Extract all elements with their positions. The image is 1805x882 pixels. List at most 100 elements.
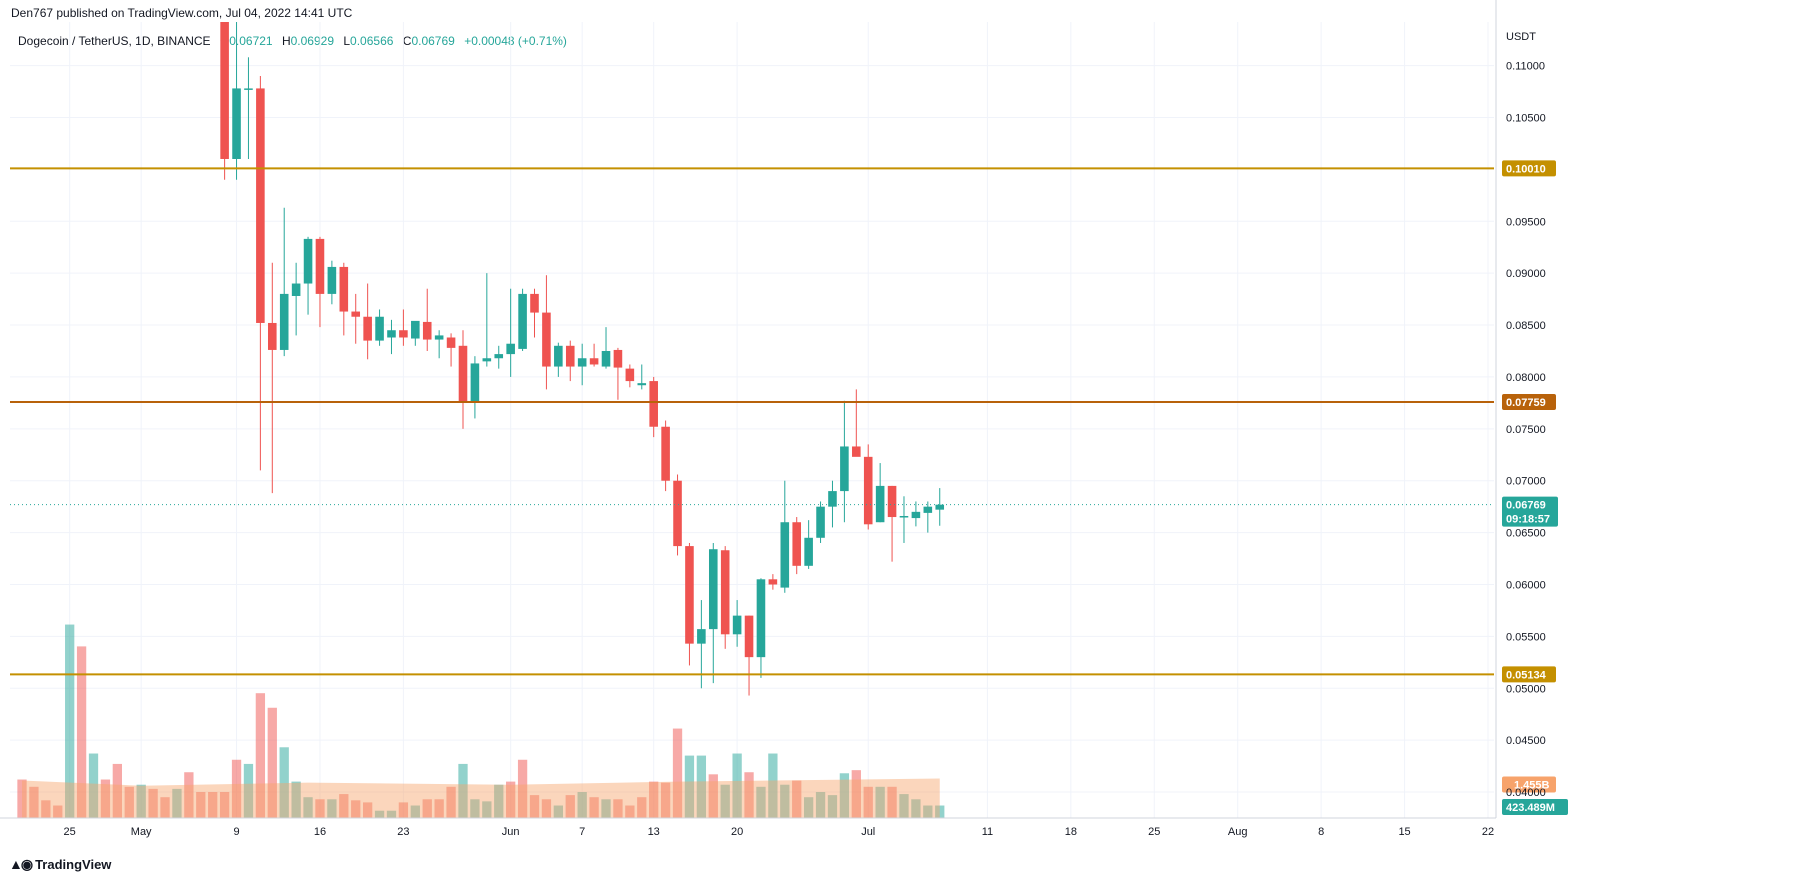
x-tick-label: 23 [397,826,409,838]
volume-bar [517,759,528,818]
candle-body [506,343,515,355]
volume-bar [148,788,158,818]
level-tag-label: 0.05134 [1506,669,1547,681]
volume-bar [374,810,385,818]
volume-bar [458,763,468,818]
volume-bar [839,773,850,818]
x-tick-label: Aug [1228,826,1248,838]
volume-bar [136,784,146,818]
x-tick-label: 13 [648,826,660,838]
volume-bar [386,810,397,818]
volume-bar [696,755,707,818]
candle-body [542,312,551,367]
candle-body [399,330,408,338]
candle-body [875,485,885,523]
level-tag [1502,393,1556,410]
volume-bar [565,795,575,818]
volume-bar [172,788,182,818]
x-tick-label: 22 [1482,826,1494,838]
volume-bar [422,799,432,818]
candle-body [863,456,873,525]
high-value: 0.06929 [290,34,335,48]
y-tick-label: 0.05000 [1506,683,1546,695]
symbol-legend: Dogecoin / TetherUS, 1D, BINANCE O0.0672… [18,34,567,48]
candle-body [339,266,349,312]
x-tick-label: 15 [1398,826,1410,838]
candle-body [482,358,492,362]
volume-bar [815,792,826,818]
tradingview-footer[interactable]: ▲◉ TradingView [9,856,111,873]
y-tick-label: 0.06000 [1506,579,1546,591]
axes[interactable]: 25 May 9 16 23 Jun 7 13 20 Jul 11 18 25 Aug 8 15 22 0.110… [0,0,1546,838]
x-tick-label: 20 [731,826,743,838]
volume-bar [219,792,230,818]
candle-body [697,629,706,644]
candle-body [923,506,933,513]
level-tag [1502,160,1556,177]
volume-bar [362,802,373,818]
volume-bar [231,759,242,818]
volume-bar [649,781,659,818]
x-tick-label: 7 [579,826,585,838]
candle-body [446,337,456,348]
candle-body [780,522,790,588]
candle-body [685,546,694,644]
volume-bar [732,753,742,818]
volume-bar [589,797,599,818]
volume-bar [160,797,170,818]
last-price-tag [1502,496,1558,527]
y-tick-label: 0.05500 [1506,631,1546,643]
volume-bar [339,794,349,818]
volume-bar [851,770,861,818]
volume-ma-tag [1502,776,1556,793]
candle-body [315,238,325,294]
volume-bar [529,795,540,818]
volume-bar [613,799,623,818]
volume-bar [184,772,194,818]
volume-bar [76,646,87,818]
tradingview-logo-icon: ▲◉ [9,856,33,872]
y-tick-label: 0.04000 [1506,787,1546,799]
volume-bar [935,805,945,818]
candle-body [899,515,909,518]
candle-body [518,293,527,349]
volume-bar [434,799,444,818]
candle-body [434,335,444,340]
candle-body [244,88,253,90]
volume-bar [887,786,897,818]
volume-bar [303,797,313,818]
x-tick-label: 11 [982,826,993,838]
candle-body [708,549,718,630]
volume-bar [124,786,134,818]
candle-body [220,22,229,159]
symbol-name[interactable]: Dogecoin / TetherUS, 1D, BINANCE [18,34,211,48]
candle-body [911,511,921,519]
volume-bar [792,780,802,818]
candle-body [935,504,945,510]
x-tick-label: 25 [64,826,76,838]
y-tick-label: 0.08500 [1506,320,1546,332]
candle-body [744,615,754,658]
volume-bar [65,624,75,818]
footer-brand: TradingView [35,857,112,872]
horizontal-levels[interactable]: 0.10010 0.07759 0.05134 0.06769 09:18:57 1.45… [10,160,1568,815]
volume-bar [660,782,671,818]
volume-bar [756,786,766,818]
candle-body [411,320,420,339]
level-tag [1502,666,1556,683]
candles [220,22,945,696]
volume-bar [315,799,325,818]
candle-body [387,330,396,338]
candle-body [816,506,825,538]
candle-body [268,322,277,350]
volume-bar [255,693,266,818]
candle-body [577,358,587,367]
volume-bar [720,784,730,818]
candle-body [458,345,468,402]
candle-body [470,363,480,402]
y-tick-label: 0.10500 [1506,112,1546,124]
candle-body [601,350,611,367]
volume-bar [601,799,611,818]
candle-body [768,579,778,585]
